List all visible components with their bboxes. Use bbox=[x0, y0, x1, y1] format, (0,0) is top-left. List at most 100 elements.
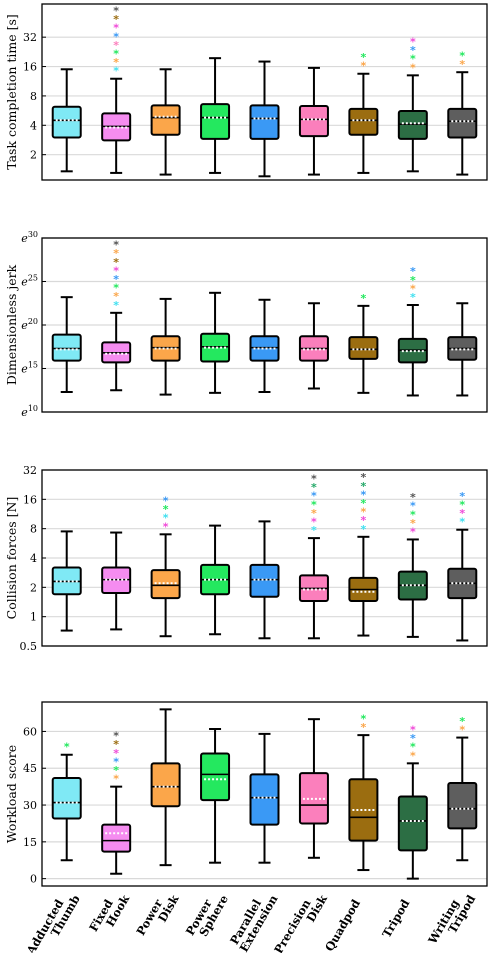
significance-star: * bbox=[410, 724, 416, 737]
box-3 bbox=[150, 533, 181, 638]
box-iqr bbox=[200, 332, 231, 363]
y-tick-label: e30 bbox=[21, 230, 38, 245]
significance-star: * bbox=[113, 22, 119, 35]
significance-star: * bbox=[311, 473, 317, 486]
box-iqr bbox=[348, 778, 379, 842]
significance-star: * bbox=[113, 730, 119, 743]
significance-star: * bbox=[361, 497, 367, 510]
y-tick-label: 60 bbox=[23, 725, 37, 738]
y-tick-label: 8 bbox=[30, 90, 37, 103]
box-6 bbox=[298, 718, 329, 859]
significance-star: * bbox=[113, 239, 119, 252]
y-tick-label: 32 bbox=[23, 31, 37, 44]
significance-star: * bbox=[163, 520, 169, 533]
significance-star: * bbox=[410, 491, 416, 504]
y-axis-label: Collision forces [N] bbox=[4, 497, 19, 620]
box-3 bbox=[150, 708, 181, 867]
significance-star: * bbox=[311, 507, 317, 520]
significance-star: * bbox=[361, 514, 367, 527]
y-tick-label: 2 bbox=[30, 149, 37, 162]
significance-star: * bbox=[459, 516, 465, 529]
significance-star: * bbox=[113, 747, 119, 760]
box-iqr bbox=[200, 752, 231, 802]
box-9 bbox=[447, 528, 478, 642]
y-axis-label: Task completion time [s] bbox=[4, 14, 19, 170]
y-tick-label: 30 bbox=[23, 799, 37, 812]
box-5 bbox=[249, 520, 280, 640]
box-3 bbox=[150, 68, 181, 176]
x-category-label: Tripod bbox=[379, 897, 412, 940]
significance-star: * bbox=[410, 53, 416, 66]
x-category-labels: AdductedThumb FixedHook PowerDisk PowerSphe… bbox=[23, 887, 478, 953]
significance-star: * bbox=[410, 517, 416, 530]
box-iqr bbox=[150, 569, 181, 600]
box-2 bbox=[101, 311, 132, 392]
significance-star: * bbox=[113, 30, 119, 43]
significance-star: * bbox=[361, 60, 367, 73]
y-tick-label: 32 bbox=[23, 464, 37, 477]
box-5 bbox=[249, 732, 280, 864]
significance-star: * bbox=[361, 51, 367, 64]
box-iqr bbox=[298, 772, 329, 825]
x-category-label: PowerSphere bbox=[183, 887, 231, 944]
significance-star: * bbox=[113, 299, 119, 312]
y-tick-label: 16 bbox=[23, 493, 37, 506]
box-iqr bbox=[249, 563, 280, 598]
significance-star: * bbox=[410, 274, 416, 287]
box-iqr bbox=[150, 104, 181, 136]
box-iqr bbox=[51, 105, 82, 139]
significance-star: * bbox=[113, 247, 119, 260]
plot-frame bbox=[41, 469, 488, 647]
box-7 bbox=[348, 72, 379, 174]
significance-star: * bbox=[459, 507, 465, 520]
box-9 bbox=[447, 302, 478, 397]
box-1 bbox=[51, 753, 82, 862]
x-category-label: WritingTripod bbox=[425, 887, 478, 953]
significance-star: * bbox=[163, 495, 169, 508]
box-1 bbox=[51, 68, 82, 173]
box-iqr bbox=[249, 335, 280, 362]
box-iqr bbox=[447, 107, 478, 139]
box-8 bbox=[397, 538, 428, 638]
significance-star: * bbox=[311, 481, 317, 494]
significance-star: * bbox=[113, 5, 119, 18]
y-tick-label: 0 bbox=[30, 873, 37, 886]
box-iqr bbox=[101, 823, 132, 853]
y-tick-label: 4 bbox=[30, 119, 37, 132]
box-7 bbox=[348, 734, 379, 872]
x-category-label: AdductedThumb bbox=[23, 887, 83, 953]
box-iqr bbox=[150, 762, 181, 808]
box-6 bbox=[298, 302, 329, 390]
box-2 bbox=[101, 77, 132, 174]
y-tick-label: 0.5 bbox=[20, 640, 38, 653]
box-iqr bbox=[249, 773, 280, 826]
significance-star: * bbox=[311, 516, 317, 529]
box-2 bbox=[101, 531, 132, 631]
box-9 bbox=[447, 736, 478, 862]
box-iqr bbox=[348, 107, 379, 136]
box-2 bbox=[101, 785, 132, 875]
significance-star: * bbox=[410, 749, 416, 762]
y-tick-label: 15 bbox=[23, 836, 37, 849]
significance-star: * bbox=[410, 36, 416, 49]
significance-star: * bbox=[113, 282, 119, 295]
significance-star: * bbox=[410, 44, 416, 57]
significance-star: * bbox=[361, 721, 367, 734]
box-7 bbox=[348, 535, 379, 637]
box-iqr bbox=[397, 795, 428, 852]
significance-star: * bbox=[410, 61, 416, 74]
significance-star: * bbox=[113, 56, 119, 69]
box-iqr bbox=[51, 777, 82, 820]
plot-frame bbox=[41, 3, 488, 181]
y-tick-label: 45 bbox=[23, 762, 37, 775]
box-7 bbox=[348, 304, 379, 394]
y-tick-label: 4 bbox=[30, 552, 37, 565]
significance-star: * bbox=[459, 50, 465, 63]
significance-star: * bbox=[113, 256, 119, 269]
box-1 bbox=[51, 296, 82, 393]
y-tick-label: 1 bbox=[30, 611, 37, 624]
significance-star: * bbox=[410, 525, 416, 538]
